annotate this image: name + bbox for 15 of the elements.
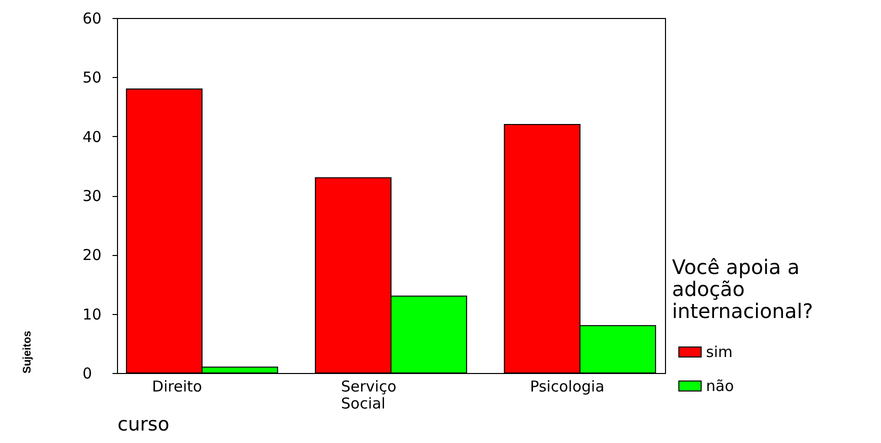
x-tick-label: Psicologia: [530, 378, 604, 396]
y-axis-title: Sujeitos: [22, 330, 34, 374]
x-tick-label: Serviço Social: [341, 378, 396, 412]
x-tick-label: Direito: [152, 378, 202, 396]
legend-title: Você apoia a adoção internacional?: [672, 255, 814, 323]
legend-label: sim: [706, 343, 733, 361]
y-tick-label: 40: [82, 128, 102, 146]
y-tick-label: 0: [82, 364, 92, 382]
y-tick-label: 60: [82, 10, 102, 28]
x-axis-title: curso: [118, 414, 170, 436]
y-tick-label: 30: [82, 187, 102, 205]
legend-label: não: [706, 377, 734, 395]
y-tick-label: 50: [82, 68, 102, 87]
y-tick-label: 20: [82, 246, 102, 264]
y-tick-label: 10: [82, 305, 102, 324]
